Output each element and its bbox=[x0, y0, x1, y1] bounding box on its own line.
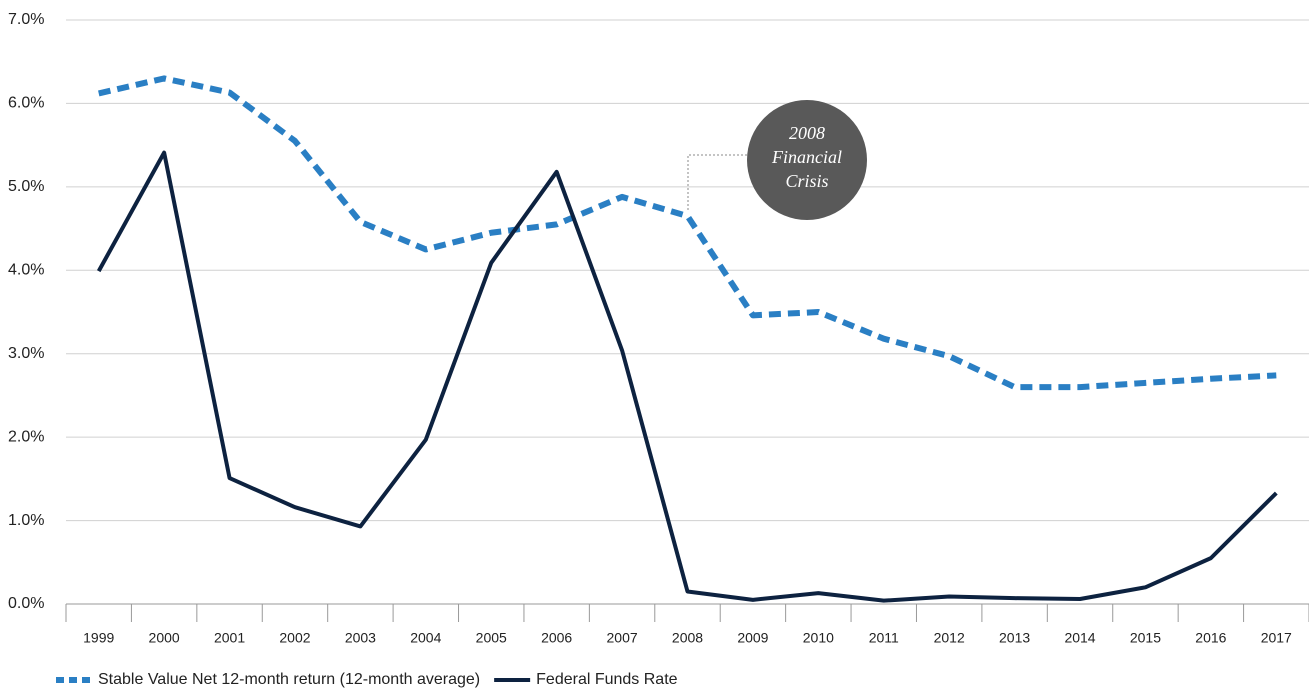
x-tick-label: 2010 bbox=[803, 630, 834, 646]
y-tick-label: 4.0% bbox=[8, 262, 44, 279]
x-tick-label: 1999 bbox=[83, 630, 114, 646]
annotation-text: Crisis bbox=[785, 171, 828, 191]
x-tick-label: 2005 bbox=[476, 630, 507, 646]
x-tick-label: 2009 bbox=[737, 630, 768, 646]
annotation-circle bbox=[747, 100, 867, 220]
legend-label: Stable Value Net 12-month return (12-mon… bbox=[98, 671, 480, 688]
x-tick-label: 2002 bbox=[279, 630, 310, 646]
x-tick-label: 2014 bbox=[1064, 630, 1095, 646]
x-tick-label: 2007 bbox=[607, 630, 638, 646]
x-tick-label: 2003 bbox=[345, 630, 376, 646]
y-tick-label: 5.0% bbox=[8, 178, 44, 195]
x-tick-label: 2012 bbox=[934, 630, 965, 646]
annotation-text: Financial bbox=[771, 147, 842, 167]
series-line bbox=[98, 75, 1277, 391]
legend-label: Federal Funds Rate bbox=[536, 671, 678, 688]
x-tick-label: 2017 bbox=[1261, 630, 1292, 646]
y-tick-label: 1.0% bbox=[8, 512, 44, 529]
x-tick-label: 2015 bbox=[1130, 630, 1161, 646]
annotation-leader bbox=[687, 154, 747, 212]
x-tick-label: 2000 bbox=[149, 630, 180, 646]
series-line bbox=[96, 150, 1278, 603]
x-tick-label: 2013 bbox=[999, 630, 1030, 646]
x-tick-label: 2011 bbox=[869, 630, 899, 646]
annotation-text: 2008 bbox=[789, 123, 825, 143]
x-tick-label: 2004 bbox=[410, 630, 441, 646]
x-tick-label: 2006 bbox=[541, 630, 572, 646]
x-tick-label: 2001 bbox=[214, 630, 245, 646]
y-tick-label: 2.0% bbox=[8, 428, 44, 445]
y-tick-label: 7.0% bbox=[8, 11, 44, 28]
x-tick-label: 2016 bbox=[1195, 630, 1226, 646]
y-tick-label: 6.0% bbox=[8, 95, 44, 112]
x-tick-label: 2008 bbox=[672, 630, 703, 646]
y-tick-label: 0.0% bbox=[8, 595, 44, 612]
y-tick-label: 3.0% bbox=[8, 345, 44, 362]
